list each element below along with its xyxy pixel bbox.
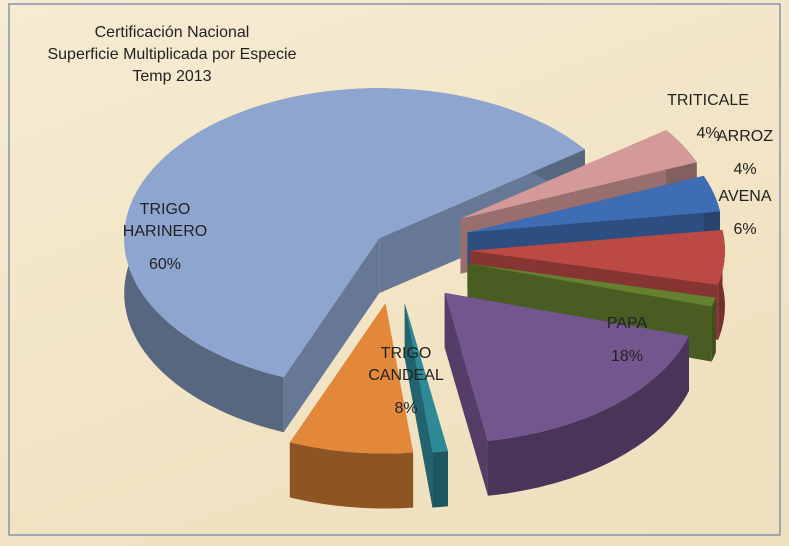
slice (467, 263, 716, 307)
slice-value-label: 6% (733, 221, 757, 238)
slice-side (432, 451, 448, 508)
slice (124, 88, 585, 378)
slice-value-label: 4% (696, 125, 720, 142)
slice-label: ARROZ (717, 128, 773, 145)
slice-value-label: 8% (394, 400, 418, 417)
slice-side (289, 442, 414, 509)
plot-border (8, 3, 781, 536)
slice-side (283, 238, 380, 433)
slice-side (404, 303, 433, 508)
slice (289, 303, 414, 454)
slice (467, 175, 720, 233)
slice (460, 130, 697, 219)
slice-side (711, 297, 716, 362)
slice (444, 292, 689, 441)
slice-value-label: 60% (148, 256, 182, 273)
slice-label: PAPA (606, 315, 648, 332)
slice (469, 229, 725, 285)
chart-title: Certificación Nacional Superficie Multip… (47, 24, 297, 85)
slice-label: TRIGO CANDEAL (368, 345, 444, 384)
slice-label: AVENA (718, 188, 772, 205)
slice-side (487, 336, 689, 496)
slice (404, 303, 448, 453)
slice-label: TRITICALE (667, 92, 749, 109)
slice-value-label: 4% (733, 161, 757, 178)
slice-side (444, 292, 488, 496)
slice-label: TRIGO HARINERO (122, 201, 208, 240)
slice-value-label: 18% (610, 348, 644, 365)
